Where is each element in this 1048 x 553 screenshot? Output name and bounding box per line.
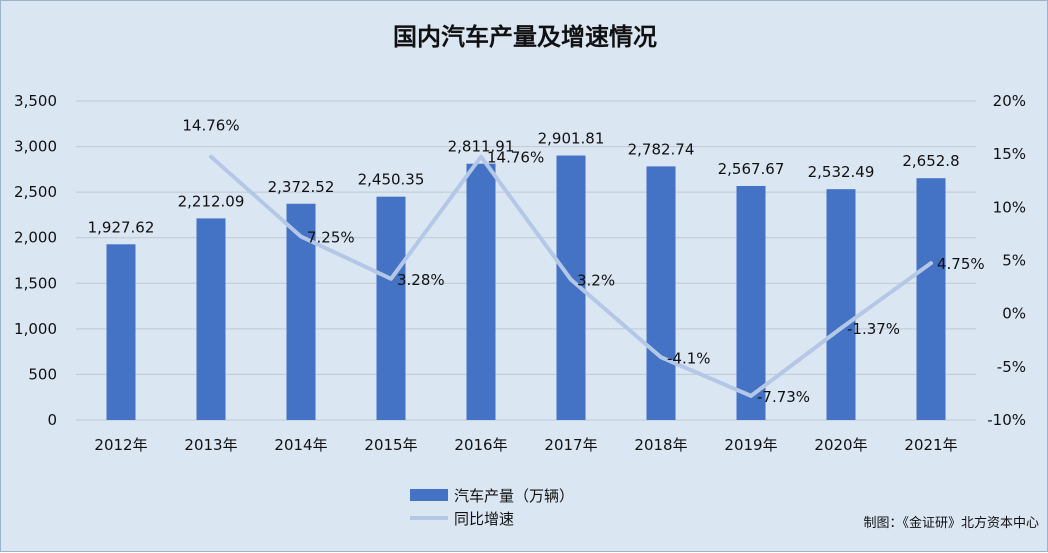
left-axis-ticks: 0 500 1,000 1,500 2,000 2,500 3,000 3,500 xyxy=(14,92,57,429)
bar xyxy=(646,166,676,420)
bar xyxy=(466,163,496,421)
x-tick-label: 2021年 xyxy=(904,436,957,454)
x-tick-label: 2019年 xyxy=(724,436,777,454)
legend-bar-label: 汽车产量（万辆） xyxy=(454,487,574,505)
x-tick-label: 2018年 xyxy=(634,436,687,454)
bar-data-label: 2,450.35 xyxy=(358,171,425,189)
legend-bar-swatch xyxy=(410,489,448,501)
line-data-label: -1.37% xyxy=(847,320,900,338)
line-data-label: 14.76% xyxy=(182,117,239,135)
bars-layer xyxy=(106,155,946,421)
bar xyxy=(376,196,406,420)
bar-data-label: 2,901.81 xyxy=(538,130,605,148)
line-data-label: -7.73% xyxy=(757,388,810,406)
chart-title: 国内汽车产量及增速情况 xyxy=(393,23,657,51)
line-data-label: 4.75% xyxy=(937,255,985,273)
growth-line xyxy=(209,154,933,398)
right-tick-label: 10% xyxy=(993,198,1026,216)
x-tick-label: 2020年 xyxy=(814,436,867,454)
legend-line-label: 同比增速 xyxy=(454,510,514,528)
bar xyxy=(826,189,856,420)
bar-data-label: 2,782.74 xyxy=(628,140,695,158)
bar xyxy=(916,178,946,420)
bar xyxy=(196,218,226,420)
bar-data-label: 1,927.62 xyxy=(88,218,155,236)
left-tick-label: 500 xyxy=(28,365,57,383)
bar-data-label: 2,372.52 xyxy=(268,178,335,196)
right-tick-label: 20% xyxy=(993,92,1026,110)
left-tick-label: 2,000 xyxy=(14,229,57,247)
data-labels-layer: 1,927.62 2,212.09 2,372.52 2,450.35 2,811.91… xyxy=(88,117,985,406)
line-data-label: 3.28% xyxy=(397,271,445,289)
right-tick-label: 5% xyxy=(1002,252,1026,270)
line-data-label: 14.76% xyxy=(487,149,544,167)
x-tick-label: 2015年 xyxy=(364,436,417,454)
bar-data-label: 2,212.09 xyxy=(178,192,245,210)
left-tick-label: 1,500 xyxy=(14,274,57,292)
x-tick-label: 2017年 xyxy=(544,436,597,454)
bar xyxy=(106,244,136,420)
line-data-label: -4.1% xyxy=(667,349,711,367)
bar-data-label: 2,811.91 xyxy=(448,138,515,156)
line-data-label: 7.25% xyxy=(307,229,355,247)
left-tick-label: 1,000 xyxy=(14,320,57,338)
left-tick-label: 0 xyxy=(47,411,57,429)
line-layer xyxy=(209,154,933,398)
right-tick-label: 0% xyxy=(1002,305,1026,323)
x-tick-label: 2013年 xyxy=(184,436,237,454)
right-tick-label: 15% xyxy=(993,145,1026,163)
bar-data-label: 2,567.67 xyxy=(718,160,785,178)
right-tick-label: -5% xyxy=(997,358,1026,376)
right-axis-ticks: -10% -5% 0% 5% 10% 15% 20% xyxy=(987,92,1026,429)
bar-data-label: 2,532.49 xyxy=(808,163,875,181)
left-tick-label: 2,500 xyxy=(14,183,57,201)
left-tick-label: 3,000 xyxy=(14,138,57,156)
grid-layer xyxy=(76,100,976,421)
x-tick-label: 2016年 xyxy=(454,436,507,454)
x-tick-label: 2014年 xyxy=(274,436,327,454)
x-axis-ticks: 2012年 2013年 2014年 2015年 2016年 2017年 2018年 2019年… xyxy=(94,436,957,454)
bar xyxy=(736,185,766,420)
legend: 汽车产量（万辆） 同比增速 xyxy=(410,487,574,528)
bar-data-label: 2,652.8 xyxy=(902,152,959,170)
left-tick-label: 3,500 xyxy=(14,92,57,110)
line-data-label: 3.2% xyxy=(577,272,615,290)
x-tick-label: 2012年 xyxy=(94,436,147,454)
right-tick-label: -10% xyxy=(987,411,1026,429)
chart-credit: 制图：《金证研》北方资本中心 xyxy=(863,515,1039,531)
